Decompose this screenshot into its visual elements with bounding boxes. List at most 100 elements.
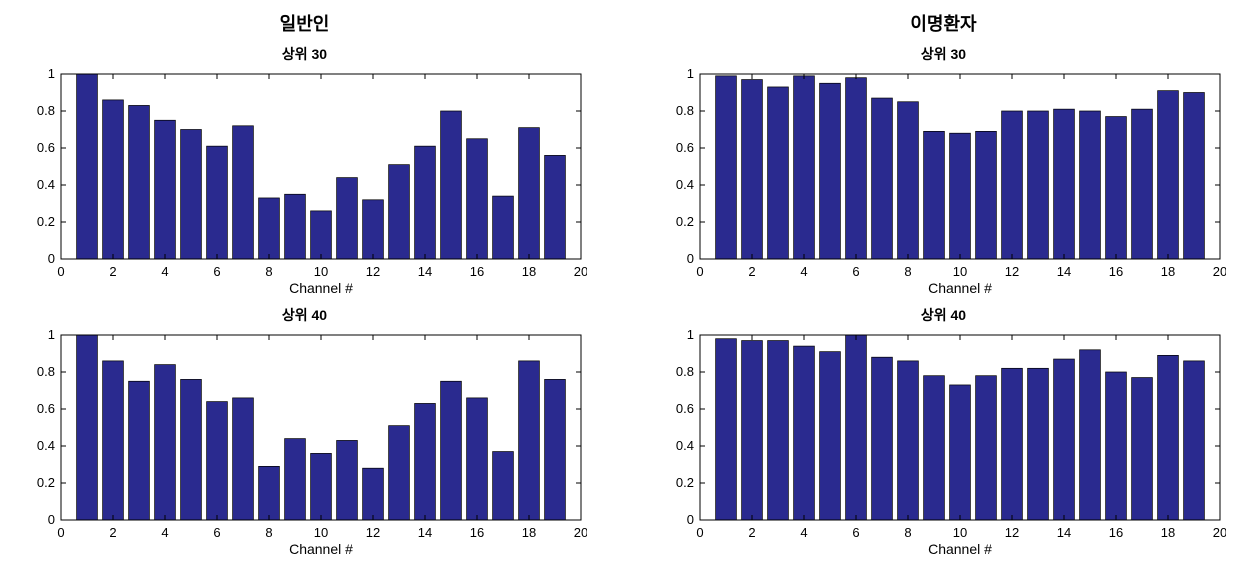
panel-top-right: 상위 30 00.20.40.60.8102468101214161820Cha… <box>659 44 1228 299</box>
bar <box>767 87 788 259</box>
bar-chart-svg: 00.20.40.60.8102468101214161820Channel # <box>23 68 587 299</box>
xtick-label: 20 <box>1212 525 1225 540</box>
bar <box>362 468 383 520</box>
bar <box>819 352 840 520</box>
bar <box>440 111 461 259</box>
bar-chart-svg: 00.20.40.60.8102468101214161820Channel # <box>662 329 1226 560</box>
xtick-label: 2 <box>748 525 755 540</box>
bar <box>1131 109 1152 259</box>
xtick-label: 2 <box>109 264 116 279</box>
xtick-label: 14 <box>417 525 431 540</box>
bar <box>897 361 918 520</box>
xtick-label: 12 <box>365 525 379 540</box>
ytick-label: 0.8 <box>36 103 54 118</box>
bar <box>466 398 487 520</box>
bar <box>1105 117 1126 259</box>
ytick-label: 0.6 <box>36 401 54 416</box>
bar <box>206 402 227 520</box>
xtick-label: 14 <box>1056 525 1070 540</box>
ytick-label: 0.4 <box>675 438 693 453</box>
ytick-label: 0.8 <box>675 364 693 379</box>
bar <box>388 426 409 520</box>
bar <box>128 105 149 259</box>
bar <box>388 165 409 259</box>
xtick-label: 4 <box>800 264 807 279</box>
xtick-label: 16 <box>1108 525 1122 540</box>
bar <box>1053 109 1074 259</box>
xtick-label: 18 <box>1160 525 1174 540</box>
ytick-label: 0.4 <box>36 438 54 453</box>
ytick-label: 0.6 <box>675 401 693 416</box>
bar-chart-svg: 00.20.40.60.8102468101214161820Channel # <box>23 329 587 560</box>
ytick-label: 1 <box>686 329 693 342</box>
xtick-label: 10 <box>313 525 327 540</box>
bar <box>544 155 565 259</box>
bar <box>871 98 892 259</box>
bar <box>492 452 513 520</box>
column-title-left: 일반인 <box>20 10 589 38</box>
bar <box>206 146 227 259</box>
bar <box>518 361 539 520</box>
bar <box>1001 111 1022 259</box>
ytick-label: 1 <box>47 329 54 342</box>
bar <box>310 453 331 520</box>
bar-chart-svg: 00.20.40.60.8102468101214161820Channel # <box>662 68 1226 299</box>
ytick-label: 0.2 <box>675 214 693 229</box>
bar <box>975 376 996 520</box>
bar <box>414 403 435 520</box>
bar <box>518 128 539 259</box>
panel-top-left: 상위 30 00.20.40.60.8102468101214161820Cha… <box>20 44 589 299</box>
bar <box>975 131 996 259</box>
xtick-label: 4 <box>161 525 168 540</box>
bar <box>793 76 814 259</box>
bar <box>544 379 565 520</box>
xtick-label: 6 <box>852 525 859 540</box>
bar <box>76 74 97 259</box>
bar <box>767 341 788 520</box>
bar <box>949 133 970 259</box>
xtick-label: 8 <box>265 525 272 540</box>
bar <box>923 376 944 520</box>
panel-title: 상위 40 <box>282 305 327 325</box>
xtick-label: 0 <box>696 525 703 540</box>
xtick-label: 6 <box>852 264 859 279</box>
xtick-label: 4 <box>161 264 168 279</box>
x-axis-label: Channel # <box>289 541 353 557</box>
ytick-label: 0.4 <box>36 177 54 192</box>
xtick-label: 18 <box>521 264 535 279</box>
bar <box>1079 350 1100 520</box>
bar <box>102 100 123 259</box>
panel-title: 상위 40 <box>921 305 966 325</box>
ytick-label: 0.2 <box>36 475 54 490</box>
bar <box>154 365 175 520</box>
bar <box>1157 91 1178 259</box>
ytick-label: 1 <box>686 68 693 81</box>
xtick-label: 8 <box>265 264 272 279</box>
panel-bottom-left: 상위 40 00.20.40.60.8102468101214161820Cha… <box>20 305 589 560</box>
xtick-label: 8 <box>904 525 911 540</box>
panel-title: 상위 30 <box>921 44 966 64</box>
xtick-label: 6 <box>213 264 220 279</box>
xtick-label: 8 <box>904 264 911 279</box>
xtick-label: 12 <box>1004 525 1018 540</box>
chart: 00.20.40.60.8102468101214161820Channel # <box>23 329 587 560</box>
xtick-label: 20 <box>573 264 586 279</box>
bar <box>440 381 461 520</box>
xtick-label: 12 <box>1004 264 1018 279</box>
bar <box>492 196 513 259</box>
xtick-label: 16 <box>469 264 483 279</box>
chart: 00.20.40.60.8102468101214161820Channel # <box>662 68 1226 299</box>
bar <box>232 126 253 259</box>
bar <box>414 146 435 259</box>
figure-grid: 일반인 이명환자 상위 30 00.20.40.60.8102468101214… <box>20 10 1228 560</box>
bar <box>258 198 279 259</box>
xtick-label: 10 <box>313 264 327 279</box>
xtick-label: 10 <box>952 264 966 279</box>
bar <box>1157 355 1178 520</box>
xtick-label: 18 <box>1160 264 1174 279</box>
bar <box>310 211 331 259</box>
x-axis-label: Channel # <box>928 280 992 296</box>
panel-bottom-right: 상위 40 00.20.40.60.8102468101214161820Cha… <box>659 305 1228 560</box>
bar <box>923 131 944 259</box>
x-axis-label: Channel # <box>928 541 992 557</box>
